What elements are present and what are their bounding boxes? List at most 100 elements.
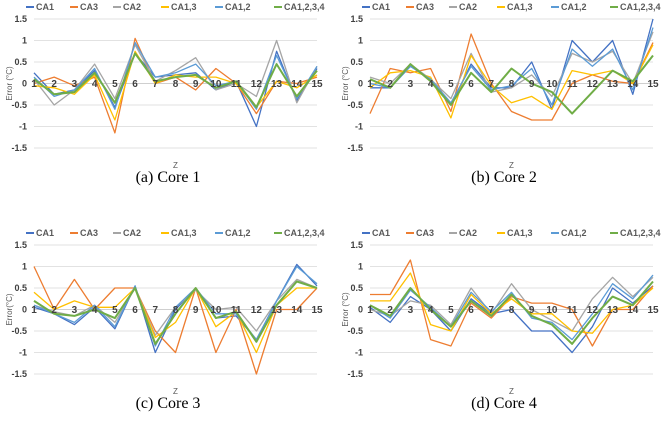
legend-label: CA1,2	[225, 228, 251, 238]
y-tick-label: -0.5	[11, 326, 27, 336]
x-tick-label: 6	[468, 79, 474, 90]
panel-caption: (b) Core 2	[471, 169, 537, 186]
x-tick-label: 14	[291, 79, 303, 90]
x-tick-label: 7	[489, 79, 495, 90]
series-line	[369, 285, 654, 354]
legend-label: CA1,2	[561, 2, 587, 12]
x-tick-label: 1	[367, 305, 373, 316]
series-line	[33, 266, 318, 375]
legend-label: CA1,2	[225, 2, 251, 12]
x-tick-label: 9	[529, 305, 535, 316]
x-tick-label: 3	[408, 305, 414, 316]
series-line	[369, 44, 654, 119]
y-tick-label: 0.5	[350, 57, 363, 67]
series-line	[33, 41, 318, 110]
series-line	[370, 259, 654, 347]
x-tick-label: 3	[408, 79, 414, 90]
y-tick-label: 1.5	[14, 14, 27, 24]
x-tick-label: 5	[112, 305, 118, 316]
x-tick-label: 15	[647, 305, 659, 316]
x-tick-label: 8	[173, 305, 179, 316]
series-line	[370, 18, 654, 110]
legend-label: CA3	[80, 2, 98, 12]
legend-label: CA3	[416, 2, 434, 12]
chart-panel-1: 1.510.50-0.5-1-1.51 2 3 4 5 6 7 8 9 10 11 12 13 14 15Z…	[5, 2, 325, 170]
x-tick-label: 2	[387, 305, 393, 316]
series-line	[33, 287, 317, 354]
y-tick-label: -0.5	[347, 100, 363, 110]
legend-label: CA1,3	[507, 228, 533, 238]
x-tick-label: 13	[271, 79, 283, 90]
legend-label: CA2	[459, 228, 477, 238]
y-tick-label: 1.5	[350, 240, 363, 250]
series-line	[33, 52, 318, 109]
y-tick-label: -1.5	[11, 369, 27, 379]
x-axis-label: Z	[173, 387, 178, 396]
chart-panel-4: 1.510.50-0.5-1-1.51 2 3 4 5 6 7 8 9 10 11 12 13 14 15Z…	[341, 228, 661, 396]
x-tick-label: 7	[153, 79, 159, 90]
legend-label: CA1	[372, 2, 390, 12]
legend-label: CA1,2,3,4	[620, 2, 661, 12]
x-tick-label: 11	[567, 79, 578, 90]
series-line	[33, 39, 318, 106]
x-tick-label: 10	[546, 305, 558, 316]
x-tick-label: 6	[468, 305, 474, 316]
x-tick-label: 11	[567, 305, 578, 316]
y-tick-label: 1	[22, 36, 27, 46]
x-tick-label: 1	[31, 305, 37, 316]
y-tick-label: -1.5	[11, 143, 27, 153]
x-tick-label: 13	[271, 305, 283, 316]
x-tick-label: 14	[291, 305, 303, 316]
y-tick-label: 1.5	[350, 14, 363, 24]
x-tick-label: 10	[210, 79, 222, 90]
chart-panel-3: 1.510.50-0.5-1-1.51 2 3 4 5 6 7 8 9 10 11 12 13 14 15Z…	[5, 228, 325, 396]
x-tick-label: 3	[72, 79, 78, 90]
series-line	[369, 276, 654, 332]
legend-label: CA3	[416, 228, 434, 238]
legend-label: CA1	[36, 228, 54, 238]
x-tick-label: 12	[251, 305, 263, 316]
y-tick-label: -1	[19, 348, 27, 358]
legend-label: CA1	[36, 2, 54, 12]
x-tick-label: 9	[529, 79, 535, 90]
x-tick-label: 13	[607, 305, 619, 316]
x-tick-label: 2	[51, 79, 57, 90]
x-tick-label: 4	[428, 305, 434, 316]
x-tick-label: 8	[509, 305, 515, 316]
x-tick-label: 4	[92, 305, 98, 316]
legend-label: CA1,3	[171, 2, 197, 12]
x-tick-label: 8	[173, 79, 179, 90]
y-tick-label: -0.5	[347, 326, 363, 336]
x-axis-label: Z	[509, 161, 514, 170]
x-tick-label: 8	[509, 79, 515, 90]
x-tick-label: 3	[72, 305, 78, 316]
x-tick-label: 2	[51, 305, 57, 316]
x-tick-label: 11	[231, 79, 242, 90]
legend-label: CA2	[459, 2, 477, 12]
x-tick-label: 9	[193, 305, 199, 316]
x-tick-label: 7	[153, 305, 159, 316]
y-tick-label: -1	[355, 348, 363, 358]
x-axis-label: Z	[509, 387, 514, 396]
x-tick-label: 1	[31, 79, 37, 90]
x-tick-label: 10	[546, 79, 558, 90]
y-tick-label: -0.5	[11, 100, 27, 110]
x-tick-label: 1	[367, 79, 373, 90]
y-axis-label: Error (°C)	[5, 66, 14, 101]
chart-panel-2: 1.510.50-0.5-1-1.51 2 3 4 5 6 7 8 9 10 11 12 13 14 15Z…	[341, 2, 661, 170]
x-tick-label: 4	[428, 79, 434, 90]
legend-label: CA1,2,3,4	[620, 228, 661, 238]
panel-caption: (a) Core 1	[135, 169, 201, 186]
y-tick-label: -1.5	[347, 143, 363, 153]
y-tick-label: 0	[358, 79, 363, 89]
legend-label: CA1	[372, 228, 390, 238]
y-tick-label: 1	[358, 36, 363, 46]
series-line	[370, 272, 654, 334]
y-tick-label: 0	[22, 305, 27, 315]
panel-caption: (c) Core 3	[135, 395, 201, 412]
y-axis-label: Error(°C)	[5, 293, 14, 325]
x-tick-label: 10	[210, 305, 222, 316]
legend-label: CA3	[80, 228, 98, 238]
panel-caption: (d) Core 4	[471, 395, 537, 412]
